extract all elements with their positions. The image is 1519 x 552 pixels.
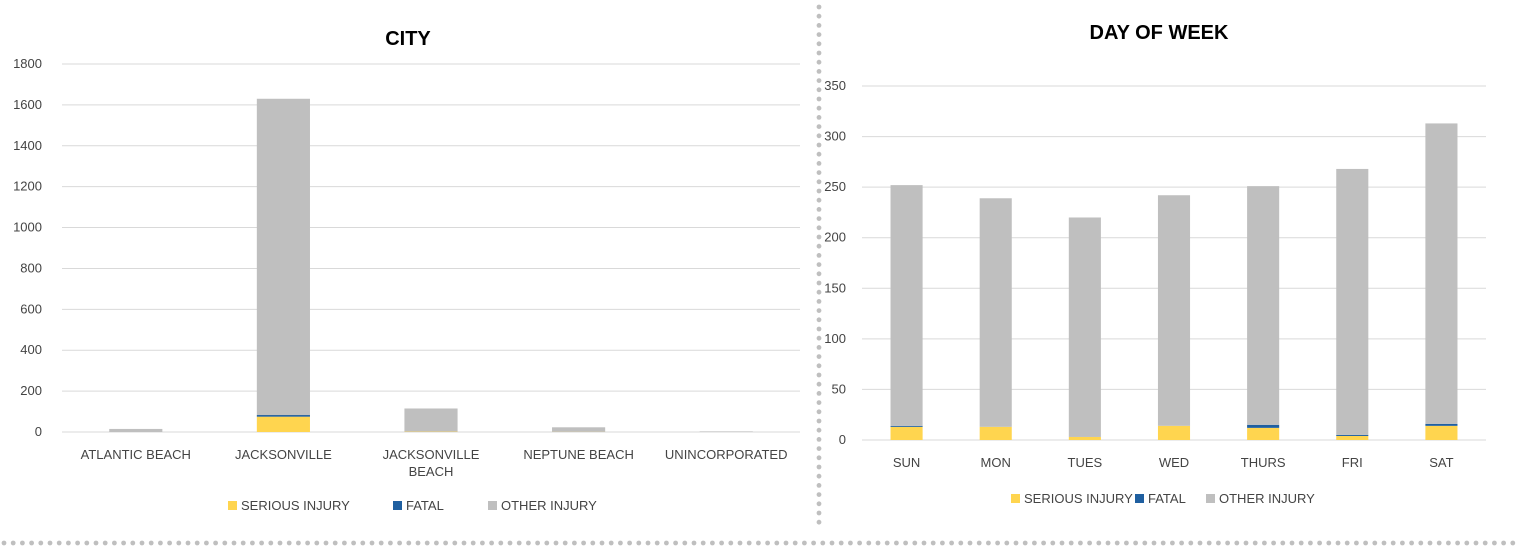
y-tick-label: 600 [20,301,42,316]
bar-other-injury [1068,217,1101,437]
bar-other-injury [109,428,163,432]
bar-other-injury [699,431,753,432]
y-tick-label: 1600 [13,97,42,112]
bar-other-injury [404,408,458,432]
y-tick-label: 1200 [13,179,42,194]
y-tick-label: 0 [35,424,42,439]
y-tick-label: 300 [824,129,846,144]
x-category-label: JACKSONVILLE [235,447,332,462]
y-tick-label: 0 [839,432,846,447]
bar-fatal [890,425,923,427]
x-category-label: SAT [1429,455,1453,470]
bar-other-injury [1157,195,1191,426]
y-tick-label: 1400 [13,138,42,153]
legend-swatch-fatal [1135,494,1144,503]
y-tick-label: 50 [832,381,846,396]
legend-label: SERIOUS INJURY [241,498,350,513]
legend-swatch-serious-injury [228,501,237,510]
bar-other-injury [256,98,310,416]
day-of-week-chart-svg: DAY OF WEEK 0 50 100 150 200 250 300 350 SUN MON TU… [824,22,1486,506]
y-tick-label: 1000 [13,220,42,235]
legend-label: FATAL [1148,491,1186,506]
bar-other-injury [890,185,923,426]
bar-serious-injury [1068,436,1101,440]
x-category-label: FRI [1342,455,1363,470]
x-category-label: THURS [1241,455,1286,470]
y-tick-label: 200 [824,230,846,245]
y-tick-label: 100 [824,331,846,346]
bar-other-injury [552,427,606,432]
bar-other-injury [1247,186,1280,425]
bar-serious-injury [890,426,923,440]
legend-label: SERIOUS INJURY [1024,491,1133,506]
legend-label: OTHER INJURY [501,498,597,513]
y-tick-label: 200 [20,383,42,398]
day-of-week-chart: DAY OF WEEK 0 50 100 150 200 250 300 350 SUN MON TU… [824,0,1519,530]
chart-title: CITY [385,28,431,50]
x-category-label: ATLANTIC BEACH [81,447,191,462]
y-tick-label: 1800 [13,56,42,71]
x-category-label: MON [981,455,1011,470]
bar-fatal [1336,434,1369,436]
vertical-dotted-divider [816,4,822,525]
city-chart: CITY 0 200 400 600 800 1000 1200 1400 1600 1800 ATL… [13,28,800,513]
y-tick-label: 150 [824,280,846,295]
bar-serious-injury [1336,435,1369,440]
bar-serious-injury [1247,427,1280,440]
bar-fatal [1425,423,1458,426]
bar-fatal [1247,424,1280,428]
city-chart-svg: CITY 0 200 400 600 800 1000 1200 1400 1600 1800 ATL… [13,28,800,513]
legend-label: OTHER INJURY [1219,491,1315,506]
bar-other-injury [979,198,1012,427]
bar-serious-injury [979,426,1012,440]
x-category-label: TUES [1068,455,1103,470]
y-tick-label: 400 [20,342,42,357]
x-category-label: UNINCORPORATED [665,447,788,462]
x-category-label: NEPTUNE BEACH [523,447,634,462]
legend-swatch-other-injury [1206,494,1215,503]
bar-serious-injury [256,416,310,432]
x-category-label: SUN [893,455,920,470]
legend-swatch-other-injury [488,501,497,510]
y-tick-label: 800 [20,260,42,275]
bar-serious-injury [1425,425,1458,440]
x-category-label: JACKSONVILLE [383,447,480,462]
legend-swatch-serious-injury [1011,494,1020,503]
y-tick-label: 250 [824,179,846,194]
legend-swatch-fatal [393,501,402,510]
legend-label: FATAL [406,498,444,513]
bar-other-injury [1336,168,1369,435]
x-category-label: WED [1159,455,1189,470]
bar-other-injury [1425,123,1458,424]
bar-serious-injury [1157,425,1191,440]
horizontal-dotted-divider [1,540,1516,546]
y-tick-label: 350 [824,78,846,93]
x-category-label: BEACH [409,464,454,479]
chart-title: DAY OF WEEK [1090,22,1229,44]
bar-fatal [256,415,310,417]
